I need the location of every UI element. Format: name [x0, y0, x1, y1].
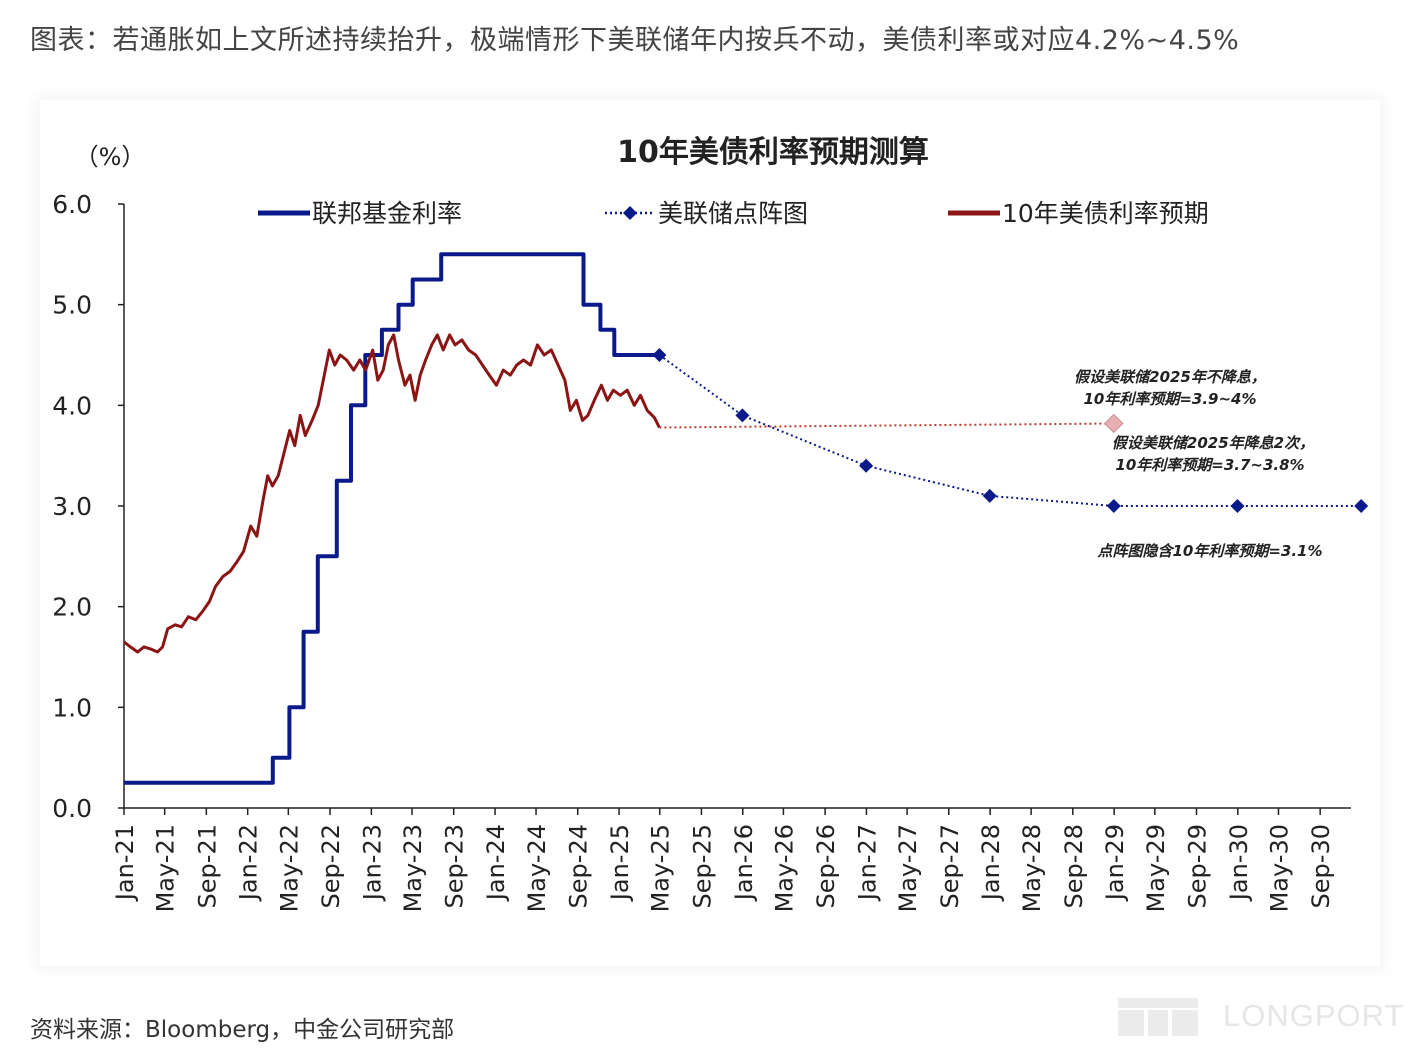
- legend-item-fed-funds: 联邦基金利率: [258, 199, 462, 228]
- x-tick-label: Jan-24: [482, 824, 510, 902]
- x-tick-label: Sep-30: [1307, 824, 1335, 908]
- x-tick-label: Jan-23: [358, 824, 386, 902]
- y-tick-label: 5.0: [52, 291, 92, 320]
- plot-lines: [123, 252, 1362, 785]
- x-tick-label: Sep-29: [1183, 824, 1211, 908]
- treasury-yield-chart: 10年美债利率预期测算 （%） 联邦基金利率 美联储点阵图 10年美债利率预期 …: [52, 135, 1369, 912]
- annotation-dot-plot-line-1: 点阵图隐含10年利率预期=3.1%: [1096, 542, 1322, 560]
- longport-watermark: LONGPORT: [1118, 990, 1408, 1040]
- annotation-two-cuts-line-1: 假设美联储2025年降息2次，: [1112, 434, 1314, 452]
- y-tick-label: 0.0: [52, 794, 92, 823]
- x-tick-label: Jan-26: [730, 824, 758, 902]
- x-tick-label: May-24: [523, 824, 551, 912]
- x-tick-label: Sep-28: [1060, 824, 1088, 908]
- annotation-no-cut-line-2: 10年利率预期=3.9~4%: [1083, 390, 1256, 408]
- annotation-dot-plot: 点阵图隐含10年利率预期=3.1%: [1096, 542, 1322, 560]
- x-tick-label: Sep-21: [193, 824, 221, 908]
- page-title: 图表：若通胀如上文所述持续抬升，极端情形下美联储年内按兵不动，美债利率或对应4.…: [30, 25, 1240, 56]
- y-tick-label: 2.0: [52, 593, 92, 622]
- series-line-3: [659, 422, 1114, 429]
- chart-title: 10年美债利率预期测算: [617, 135, 929, 170]
- x-tick-label: May-23: [399, 824, 427, 912]
- y-tick-label: 6.0: [52, 190, 92, 219]
- x-tick-label: Sep-26: [812, 824, 840, 908]
- x-tick-label: May-22: [275, 824, 303, 912]
- annotation-no-cut: 假设美联储2025年不降息， 10年利率预期=3.9~4%: [1074, 368, 1266, 408]
- legend-label-10y-yield: 10年美债利率预期: [1002, 199, 1209, 228]
- dot-plot-marker: [1230, 499, 1245, 513]
- y-tick-label: 3.0: [52, 492, 92, 521]
- annotation-two-cuts: 假设美联储2025年降息2次， 10年利率预期=3.7~3.8%: [1112, 434, 1314, 474]
- x-tick-label: Sep-22: [317, 824, 345, 908]
- dot-plot-marker: [652, 348, 667, 362]
- series-line-2: [123, 333, 661, 654]
- dot-plot-marker: [982, 488, 997, 503]
- scenario-marker: [1104, 413, 1124, 434]
- x-tick-label: May-30: [1265, 824, 1293, 912]
- y-tick-label: 1.0: [52, 693, 92, 722]
- y-axis-unit: （%）: [75, 143, 146, 171]
- legend-diamond-dot-plot: [623, 206, 637, 220]
- legend: 联邦基金利率 美联储点阵图 10年美债利率预期: [258, 199, 1209, 228]
- chart-card: 10年美债利率预期测算 （%） 联邦基金利率 美联储点阵图 10年美债利率预期 …: [40, 100, 1380, 966]
- x-tick-label: Jan-25: [606, 824, 634, 902]
- x-tick-label: Sep-25: [688, 824, 716, 908]
- x-tick-label: Jan-28: [977, 824, 1005, 902]
- x-tick-label: Jan-30: [1225, 824, 1253, 902]
- y-tick-label: 4.0: [52, 391, 92, 420]
- x-tick-label: May-29: [1142, 824, 1170, 912]
- legend-label-fed-funds: 联邦基金利率: [312, 199, 462, 228]
- x-tick-label: May-28: [1018, 824, 1046, 912]
- dot-plot-marker: [1354, 499, 1369, 513]
- x-tick-label: Jan-29: [1101, 824, 1129, 902]
- longport-logo-icon: [1118, 998, 1198, 1036]
- series-line-0: [124, 252, 660, 785]
- x-tick-label: Jan-21: [111, 824, 139, 902]
- legend-item-10y-yield: 10年美债利率预期: [948, 199, 1209, 228]
- axes: 0.0 1.0 2.0 3.0 4.0 5.0 6.0 Jan-21 May-21 Sep-21 J…: [52, 190, 1351, 912]
- watermark-text: LONGPORT: [1223, 998, 1405, 1033]
- x-tick-label: Sep-24: [565, 824, 593, 908]
- dot-plot-marker: [859, 458, 874, 473]
- x-tick-label: May-25: [647, 824, 675, 912]
- annotation-two-cuts-line-2: 10年利率预期=3.7~3.8%: [1115, 456, 1304, 474]
- dot-plot-marker: [735, 408, 750, 423]
- x-tick-label: May-26: [770, 824, 798, 912]
- dot-plot-marker: [1106, 499, 1121, 513]
- x-tick-label: Sep-23: [441, 824, 469, 908]
- x-tick-label: May-21: [152, 824, 180, 912]
- legend-label-dot-plot: 美联储点阵图: [658, 199, 808, 228]
- x-tick-label: May-27: [894, 824, 922, 912]
- annotation-no-cut-line-1: 假设美联储2025年不降息，: [1074, 368, 1266, 386]
- x-tick-label: Jan-22: [235, 824, 263, 902]
- legend-item-dot-plot: 美联储点阵图: [605, 199, 808, 228]
- plot-markers: [652, 348, 1369, 513]
- x-tick-label: Jan-27: [853, 824, 881, 902]
- source-note: 资料来源：Bloomberg，中金公司研究部: [30, 1017, 455, 1043]
- x-tick-label: Sep-27: [936, 824, 964, 908]
